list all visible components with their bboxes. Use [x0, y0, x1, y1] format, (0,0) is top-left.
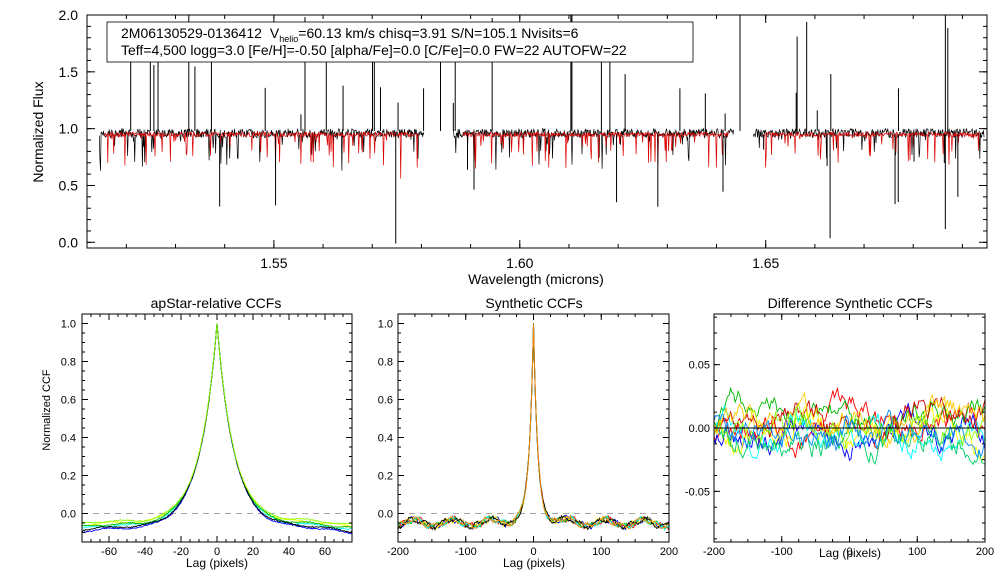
apstar-xtick-label: 20: [247, 546, 259, 558]
synthetic-xtick-label: 200: [660, 546, 678, 558]
apstar-ccf-ticks: [81, 314, 353, 542]
difference-xtick-label: 200: [976, 546, 994, 558]
apstar-xtick-label: -60: [101, 546, 117, 558]
difference-xtick-label: 100: [908, 546, 926, 558]
ccf-line-visit-1: [398, 322, 669, 531]
difference-ccf-title: Difference Synthetic CCFs: [768, 295, 933, 311]
ccf-line-visit-5: [82, 323, 352, 533]
spectrum-ticks: [87, 14, 987, 248]
info-star-id: 2M06130529-0136412: [121, 25, 262, 41]
ccf-line-visit-4: [398, 323, 669, 530]
spectrum-ytick-label: 0.5: [59, 177, 79, 193]
ccf-line-visit-1: [82, 323, 352, 528]
diff-line-visit-1: [714, 386, 985, 458]
synthetic-ccf-xlabel: Lag (pixels): [503, 556, 565, 570]
difference-xtick-label: -100: [771, 546, 793, 558]
apstar-ccf-plot-area: [82, 323, 352, 535]
difference-xtick-label: 0: [846, 546, 852, 558]
ccf-line-visit-6: [82, 323, 352, 525]
difference-ccf-xlabel: Lag (pixels): [819, 546, 881, 560]
synthetic-ytick-label: 0.2: [378, 471, 393, 483]
difference-ccf-plot-area: [714, 386, 985, 466]
synthetic-xtick-label: -100: [455, 546, 477, 558]
apstar-ccf-xlabel: Lag (pixels): [186, 556, 248, 570]
synthetic-ytick-label: 0.0: [378, 509, 393, 521]
spectrum-xtick-label: 1.65: [752, 255, 779, 271]
apstar-ccf-axes-frame: [81, 313, 353, 543]
model-spectrum-segment-2: [762, 131, 980, 168]
synthetic-ccf-title: Synthetic CCFs: [485, 295, 582, 311]
apstar-xtick-label: -20: [173, 546, 189, 558]
apstar-ytick-label: 0.6: [61, 395, 76, 407]
synthetic-xtick-label: 0: [530, 546, 536, 558]
spectrum-xtick-label: 1.60: [506, 255, 533, 271]
difference-ytick-label: -0.05: [685, 486, 710, 498]
apstar-ytick-label: 0.0: [61, 509, 76, 521]
difference-ytick-label: 0.05: [689, 360, 710, 372]
spectrum-axes-frame: [86, 14, 988, 249]
ccf-line-visit-5: [398, 323, 669, 531]
ccf-line-visit-3: [398, 323, 669, 530]
apstar-xtick-label: 60: [319, 546, 331, 558]
synthetic-ccf-ticks: [397, 314, 670, 542]
ccf-line-visit-2: [398, 323, 669, 531]
spectrum-info-box: 2M06130529-0136412 Vhelio=60.13 km/s chis…: [106, 21, 694, 63]
diff-line-visit-4: [714, 404, 985, 462]
spectrum-panel: 1.55 1.60 1.65 0.0 0.5 1.0 1.5 2.0 Wavel…: [30, 7, 988, 287]
diff-line-visit-10: [714, 409, 985, 459]
ccf-line-visit-6: [398, 323, 669, 531]
info-line-2: Teff=4,500 logg=3.0 [Fe/H]=-0.50 [alpha/…: [121, 42, 627, 58]
synthetic-ccf-panel: Synthetic CCFs -200 -100 0 100 200 0.0 0…: [378, 295, 678, 570]
apstar-ytick-label: 1.0: [61, 319, 76, 331]
difference-ccf-panel: Difference Synthetic CCFs -200 -100 0 10…: [685, 295, 994, 560]
info-line-1: 2M06130529-0136412 Vhelio=60.13 km/s chis…: [121, 25, 579, 44]
apstar-ccf-ylabel: Normalized CCF: [41, 369, 53, 451]
spectrum-ylabel: Normalized Flux: [30, 81, 46, 182]
ccf-line-visit-2: [82, 323, 352, 530]
info-vhelio-subscript: helio: [279, 34, 298, 44]
ccf-line-visit-3: [82, 323, 352, 535]
ccf-line-visit-4: [82, 323, 352, 528]
apstar-ytick-label: 0.2: [61, 471, 76, 483]
apstar-ytick-label: 0.4: [61, 433, 76, 445]
synthetic-ccf-plot-area: [398, 322, 669, 531]
spectrum-xlabel: Wavelength (microns): [468, 271, 604, 287]
observed-spectrum-segment-0: [98, 127, 425, 171]
apstar-xtick-label: 0: [214, 546, 220, 558]
ccf-line-visit-7: [398, 323, 669, 530]
synthetic-xtick-label: -200: [387, 546, 409, 558]
spectrum-xtick-label: 1.55: [260, 255, 287, 271]
apstar-ccf-title: apStar-relative CCFs: [151, 295, 282, 311]
model-spectrum-segment-1: [462, 130, 730, 169]
synthetic-ytick-label: 0.8: [378, 357, 393, 369]
synthetic-ccf-axes-frame: [397, 313, 670, 543]
info-box-frame: [106, 21, 694, 63]
difference-xtick-label: -200: [703, 546, 725, 558]
spectrum-ytick-label: 1.0: [59, 121, 79, 137]
spectrum-ytick-label: 2.0: [59, 7, 79, 23]
diff-line-visit-2: [714, 401, 985, 462]
apstar-ccf-panel: apStar-relative CCFs -60 -40 -20 0 20 40…: [41, 295, 353, 570]
synthetic-ytick-label: 0.4: [378, 433, 393, 445]
difference-ytick-label: 0.00: [689, 423, 710, 435]
info-vhelio-symbol: V: [270, 25, 280, 41]
diff-line-visit-9: [714, 391, 985, 449]
synthetic-ytick-label: 0.6: [378, 395, 393, 407]
synthetic-xtick-label: 100: [592, 546, 610, 558]
info-line-1-values: =60.13 km/s chisq=3.91 S/N=105.1 Nvisits…: [298, 25, 578, 41]
apstar-xtick-label: 40: [283, 546, 295, 558]
model-spectrum-segment-0: [103, 130, 420, 179]
apstar-xtick-label: -40: [137, 546, 153, 558]
difference-ccf-ticks: [713, 314, 986, 542]
synthetic-ytick-label: 1.0: [378, 319, 393, 331]
spectrum-ytick-label: 0.0: [59, 234, 79, 250]
apstar-ytick-label: 0.8: [61, 357, 76, 369]
observed-spectrum-segment-1: [453, 127, 735, 170]
spectrum-ytick-label: 1.5: [59, 64, 79, 80]
